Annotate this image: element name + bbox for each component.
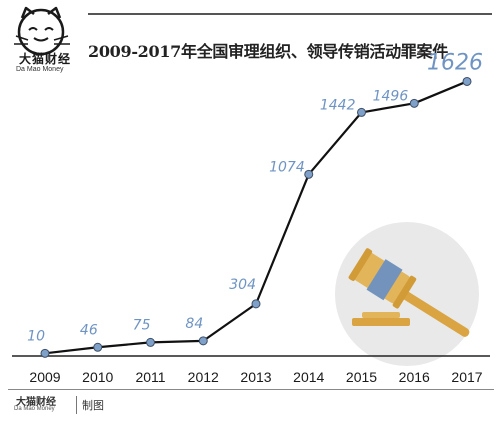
brand-name: 大猫财经 <box>19 52 72 66</box>
x-tick-label-2017: 2017 <box>451 369 482 385</box>
value-label-2012: 84 <box>185 316 203 332</box>
data-point-2014 <box>304 169 314 179</box>
data-point-2011 <box>146 337 155 347</box>
value-label-2016: 1496 <box>373 88 409 104</box>
footer-subtitle: Da Mao Money <box>14 406 55 412</box>
footer-brand: 大猫财经 <box>16 397 56 408</box>
value-label-2013: 304 <box>229 277 256 293</box>
value-label-2017: 1626 <box>427 50 483 75</box>
footer-separator <box>76 396 77 414</box>
data-point-2013 <box>251 299 261 309</box>
data-point-2016 <box>409 98 419 108</box>
chart-title: 2009-2017年全国审理组织、领导传销活动罪案件 <box>88 42 448 61</box>
header: 大猫财经 Da Mao Money 2009-2017年全国审理组织、领导传销活… <box>0 0 502 80</box>
x-tick-label-2010: 2010 <box>82 369 113 385</box>
title-rule <box>88 13 492 15</box>
value-label-2015: 1442 <box>320 97 356 113</box>
data-point-2009 <box>40 348 50 358</box>
value-label-2011: 75 <box>133 317 151 333</box>
x-tick-label-2011: 2011 <box>135 369 165 385</box>
x-tick-label-2009: 2009 <box>29 369 60 385</box>
x-tick-label-2012: 2012 <box>188 369 219 385</box>
data-point-2012 <box>198 336 208 346</box>
footer-rule <box>8 389 494 390</box>
value-label-2010: 46 <box>80 322 98 338</box>
data-point-2017 <box>462 76 472 86</box>
x-tick-label-2015: 2015 <box>346 369 377 385</box>
cat-logo-icon <box>14 6 70 56</box>
brand-subtitle: Da Mao Money <box>16 66 64 73</box>
footer-credit: 制图 <box>82 399 104 412</box>
x-tick-label-2013: 2013 <box>240 369 271 385</box>
value-label-2014: 1074 <box>269 159 305 175</box>
value-label-2009: 10 <box>27 328 45 344</box>
gavel-illustration <box>335 222 479 366</box>
x-tick-label-2016: 2016 <box>399 369 430 385</box>
x-tick-label-2014: 2014 <box>293 369 324 385</box>
data-point-2010 <box>93 342 103 352</box>
data-point-2015 <box>357 107 366 117</box>
